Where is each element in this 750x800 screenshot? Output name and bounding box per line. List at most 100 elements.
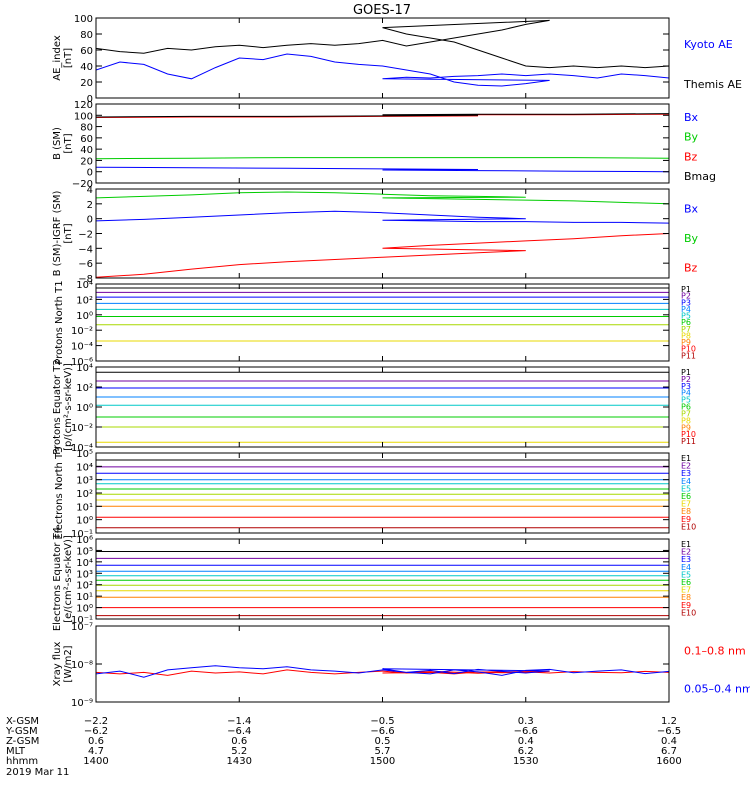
- legend-entry: E3: [681, 469, 691, 478]
- y-axis-label: B (SM)-IGRF (SM)[nT]: [52, 191, 74, 277]
- legend-entry: By: [684, 131, 699, 144]
- legend-entry: E9: [681, 601, 691, 610]
- series-line-2: [96, 665, 669, 678]
- y-tick-label: 60: [80, 134, 93, 145]
- x-row-value: 1430: [227, 756, 252, 767]
- legend-entry: P7: [681, 409, 691, 418]
- legend-entry: P1: [681, 368, 691, 377]
- legend-entry: P3: [681, 382, 691, 391]
- x-row-value: 0.5: [375, 736, 391, 747]
- panel-frame: [95, 283, 670, 362]
- y-tick-label: 10²: [76, 581, 93, 592]
- series-line-1: [96, 19, 669, 69]
- x-row-value: 0.3: [518, 716, 534, 727]
- y-tick-label: 20: [80, 78, 93, 89]
- x-row-value: 1600: [656, 756, 681, 767]
- y-tick-label: 10⁰: [76, 516, 93, 527]
- legend-entry: E10: [681, 522, 696, 531]
- x-row-label: Y-GSM: [5, 726, 38, 737]
- x-row-value: 6.7: [661, 746, 677, 757]
- series-group: [96, 665, 669, 678]
- x-row-value: −2.2: [84, 716, 108, 727]
- y-axis-label: B (SM)[nT]: [52, 127, 74, 160]
- legend-entry: E4: [681, 477, 691, 486]
- y-tick-label: 10⁻⁹: [71, 698, 93, 709]
- legend-entry: P10: [681, 345, 696, 354]
- legend-entry: P9: [681, 423, 691, 432]
- y-tick-label: 10⁻¹: [71, 615, 93, 626]
- y-tick-label: 10²: [76, 489, 93, 500]
- legend-entry: E4: [681, 563, 691, 572]
- x-row-value: 0.6: [231, 736, 247, 747]
- legend-entry: Kyoto AE: [684, 38, 733, 51]
- y-tick-label: 10⁻²: [71, 423, 93, 434]
- legend-entry: E7: [681, 586, 691, 595]
- legend-entry: P7: [681, 325, 691, 334]
- y-tick-label: 0: [87, 94, 93, 105]
- y-tick-label: 10³: [76, 569, 93, 580]
- y-tick-label: 10⁰: [76, 604, 93, 615]
- legend-entry: E1: [681, 454, 691, 463]
- legend-entry: E10: [681, 608, 696, 617]
- y-tick-label: 10⁴: [76, 558, 93, 569]
- legend-entry: P9: [681, 338, 691, 347]
- legend-entry: E9: [681, 515, 691, 524]
- legend-entry: P3: [681, 298, 691, 307]
- panel-frame: [95, 188, 670, 279]
- y-tick-label: 40: [80, 62, 93, 73]
- legend-entry: P8: [681, 416, 691, 425]
- y-tick-label: 10⁶: [76, 535, 93, 546]
- y-axis-label: Protons North T1: [54, 280, 65, 364]
- legend-entry: E5: [681, 484, 691, 493]
- y-tick-label: 10⁻¹: [71, 529, 93, 540]
- legend-entry: Themis AE: [683, 78, 742, 91]
- x-row-value: −6.6: [514, 726, 538, 737]
- series-line-3: [96, 220, 669, 278]
- y-tick-label: 10¹: [76, 502, 93, 513]
- y-tick-label: 10⁰: [76, 403, 93, 414]
- x-row-value: −6.4: [227, 726, 251, 737]
- y-tick-label: 10⁻⁴: [71, 443, 93, 454]
- y-axis-label: Electrons North T3: [54, 446, 65, 539]
- y-tick-label: 0: [87, 168, 93, 179]
- y-tick-label: 4: [87, 185, 93, 196]
- legend-entry: By: [684, 232, 699, 245]
- y-tick-label: 10⁻²: [71, 326, 93, 337]
- y-tick-label: 10²: [76, 383, 93, 394]
- x-row-value: 0.6: [88, 736, 104, 747]
- y-tick-label: 100: [74, 14, 93, 25]
- x-row-value: 6.2: [518, 746, 534, 757]
- y-tick-label: 100: [74, 111, 93, 122]
- y-tick-label: 10⁴: [76, 280, 93, 291]
- y-axis-label: Xray flux[W/m2]: [52, 642, 74, 687]
- y-tick-label: 10²: [76, 295, 93, 306]
- legend-entry: E7: [681, 500, 691, 509]
- legend-entry: E8: [681, 593, 691, 602]
- y-tick-label: 10¹: [76, 592, 93, 603]
- series-line-2: [96, 210, 669, 224]
- y-tick-label: 10⁰: [76, 311, 93, 322]
- legend-entry: E6: [681, 578, 691, 587]
- y-tick-label: 10⁻⁷: [71, 622, 93, 633]
- legend-entry: E8: [681, 507, 691, 516]
- y-axis-label: Electrons Equator T4[e/(cm²-s-sr-keV)]: [52, 527, 74, 631]
- x-row-value: 1530: [513, 756, 538, 767]
- legend-entry: E2: [681, 548, 691, 557]
- x-row-value: 1400: [83, 756, 108, 767]
- x-row-value: −6.6: [370, 726, 394, 737]
- series-group: [96, 19, 669, 87]
- series-group: [96, 287, 669, 342]
- legend-entry: P1: [681, 285, 691, 294]
- series-group: [96, 191, 669, 278]
- y-tick-label: 10⁵: [76, 449, 93, 460]
- panel-frame: [95, 452, 670, 534]
- x-row-value: −6.5: [657, 726, 681, 737]
- series-line-3: [96, 113, 669, 118]
- x-row-value: 1.2: [661, 716, 677, 727]
- panel-6: 10⁻¹ 10⁰ 10¹ 10² 10³ 10⁴ 10⁵ Electrons North T3…: [54, 446, 696, 540]
- y-tick-label: 10⁻⁴: [71, 342, 93, 353]
- legend-entry: E5: [681, 570, 691, 579]
